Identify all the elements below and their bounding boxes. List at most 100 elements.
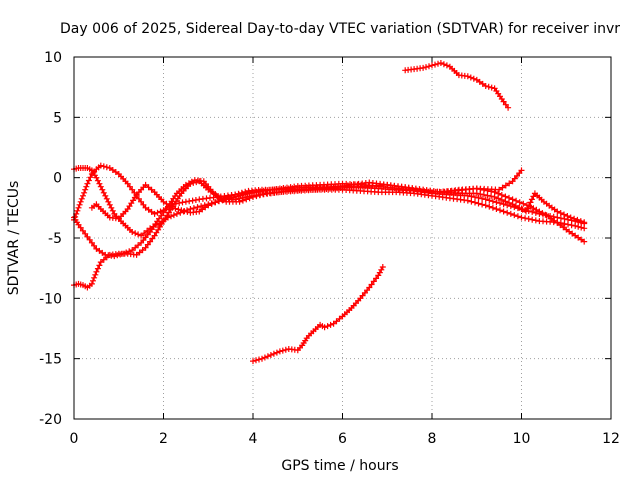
data-point	[270, 350, 277, 357]
data-point	[82, 186, 89, 193]
data-point	[76, 201, 83, 208]
data-point	[242, 188, 249, 195]
data-point	[154, 209, 161, 216]
data-point	[260, 191, 267, 198]
data-point	[440, 61, 447, 68]
data-point	[497, 207, 503, 214]
data-point	[554, 208, 561, 215]
data-point	[93, 268, 100, 275]
data-point	[500, 98, 507, 105]
data-point	[84, 180, 91, 187]
data-point	[561, 220, 568, 227]
chart-title: Day 006 of 2025, Sidereal Day-to-day VTE…	[60, 21, 620, 37]
data-point	[77, 224, 84, 231]
data-point	[259, 355, 265, 362]
y-tick-label: 5	[53, 110, 62, 126]
data-point	[282, 346, 289, 353]
data-point	[571, 215, 578, 222]
data-point	[468, 193, 475, 200]
x-tick-label: 2	[159, 431, 168, 447]
data-point	[324, 323, 331, 330]
data-point	[516, 204, 523, 211]
series-line	[252, 266, 384, 362]
data-point	[368, 281, 375, 288]
data-point	[129, 186, 136, 193]
data-point	[482, 202, 489, 209]
data-point	[218, 196, 225, 203]
data-point	[261, 354, 268, 361]
data-point	[253, 193, 260, 200]
axis-ticks: 0 2 4 6 8 10 12 -20 -15 -10 -5 0 5 10	[39, 50, 620, 447]
data-point	[117, 251, 124, 258]
x-tick-label: 0	[70, 431, 79, 447]
data-point	[488, 193, 495, 200]
data-point	[578, 224, 585, 231]
data-point	[472, 194, 478, 201]
x-tick-label: 12	[602, 431, 620, 447]
data-point	[507, 210, 514, 217]
data-point	[235, 190, 242, 197]
data-point	[493, 206, 500, 212]
data-point	[574, 216, 581, 223]
data-point	[502, 182, 509, 189]
data-point	[480, 191, 487, 198]
data-point	[495, 195, 502, 202]
data-point	[83, 183, 90, 190]
data-point	[485, 83, 492, 90]
data-point	[577, 218, 584, 225]
data-point	[486, 203, 493, 210]
data-point	[506, 199, 512, 206]
data-point	[473, 190, 480, 197]
data-point	[482, 196, 489, 203]
data-point	[256, 356, 262, 363]
data-point	[120, 250, 127, 257]
data-point	[168, 213, 174, 220]
data-point	[225, 194, 232, 200]
data-point	[250, 194, 256, 200]
data-point	[87, 174, 94, 181]
data-point	[184, 208, 191, 215]
data-point	[511, 212, 518, 219]
data-point	[484, 192, 491, 199]
data-point	[109, 207, 116, 214]
data-point	[432, 61, 438, 68]
data-point	[557, 210, 564, 216]
data-point	[505, 104, 512, 111]
y-tick-label: 10	[44, 50, 62, 66]
data-point	[475, 200, 482, 207]
data-point	[103, 164, 110, 171]
data-series	[71, 60, 588, 365]
data-point	[273, 349, 280, 356]
series-track-e	[88, 179, 588, 226]
data-point	[173, 210, 180, 217]
data-point	[568, 222, 575, 229]
data-point	[516, 199, 523, 206]
data-point	[506, 180, 513, 187]
data-point	[470, 75, 477, 82]
data-point	[267, 352, 274, 358]
data-point	[126, 248, 133, 255]
data-point	[276, 348, 283, 355]
data-point	[518, 214, 525, 221]
data-point	[522, 215, 529, 222]
data-point	[581, 238, 588, 245]
data-point	[175, 206, 182, 213]
data-point	[497, 200, 503, 207]
data-point	[572, 222, 579, 229]
data-point	[198, 203, 205, 210]
data-point	[477, 191, 484, 198]
data-point	[489, 198, 496, 205]
data-point	[423, 64, 429, 71]
data-point	[327, 321, 334, 328]
data-point	[519, 206, 526, 213]
data-point	[561, 211, 567, 218]
data-point	[169, 204, 176, 211]
x-tick-label: 6	[338, 431, 347, 447]
data-point	[475, 194, 482, 201]
data-point	[100, 163, 107, 170]
data-point	[77, 198, 84, 205]
data-point	[181, 208, 188, 215]
data-point	[435, 60, 441, 67]
data-point	[236, 198, 243, 205]
